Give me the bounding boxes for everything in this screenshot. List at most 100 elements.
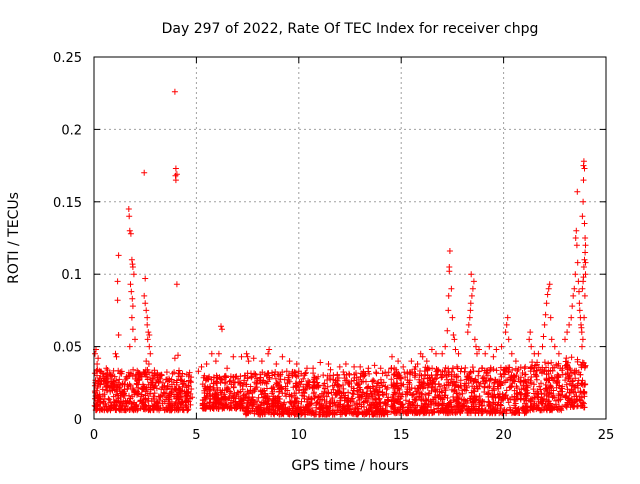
data-point xyxy=(555,373,562,380)
data-point xyxy=(422,371,429,378)
data-point xyxy=(144,336,151,343)
data-point xyxy=(107,388,114,395)
data-point xyxy=(437,395,444,402)
data-point xyxy=(465,321,472,328)
data-point xyxy=(186,369,193,376)
data-point xyxy=(538,390,545,397)
data-point xyxy=(389,353,395,360)
data-point xyxy=(474,350,480,357)
data-point xyxy=(470,378,477,385)
data-point xyxy=(358,392,365,398)
data-point xyxy=(473,406,480,413)
data-point xyxy=(533,372,540,379)
data-point xyxy=(168,386,174,392)
data-point xyxy=(215,392,222,399)
data-point xyxy=(112,350,119,357)
data-point xyxy=(562,371,569,378)
data-point xyxy=(507,383,514,390)
data-point xyxy=(183,395,190,402)
data-point xyxy=(264,401,271,408)
data-point xyxy=(522,371,529,378)
data-point xyxy=(576,307,583,314)
data-point xyxy=(114,278,121,285)
data-point xyxy=(249,407,256,414)
data-point xyxy=(243,411,249,418)
data-point xyxy=(548,336,555,343)
data-point xyxy=(503,387,510,394)
data-point xyxy=(542,381,549,388)
data-point xyxy=(497,401,504,408)
data-point xyxy=(443,404,449,411)
data-point xyxy=(349,395,356,402)
data-point xyxy=(554,379,561,386)
data-point xyxy=(571,367,578,374)
data-point xyxy=(242,372,249,379)
data-point xyxy=(373,388,380,395)
data-point xyxy=(317,359,324,366)
data-point xyxy=(541,359,548,366)
data-point xyxy=(498,397,505,404)
data-point xyxy=(128,256,135,263)
data-point xyxy=(291,411,298,418)
data-point xyxy=(396,386,403,393)
data-point xyxy=(414,361,421,367)
data-point xyxy=(232,401,239,408)
data-point xyxy=(257,379,264,386)
data-point xyxy=(580,177,587,184)
data-point xyxy=(517,390,524,397)
data-point xyxy=(453,374,460,381)
data-point xyxy=(431,400,438,407)
x-tick-label: 10 xyxy=(291,428,308,443)
data-point xyxy=(173,171,180,178)
data-point xyxy=(217,387,224,393)
data-point xyxy=(518,386,525,393)
data-point xyxy=(456,408,463,415)
data-point xyxy=(377,405,384,412)
data-point xyxy=(211,395,218,402)
data-point xyxy=(486,399,493,406)
data-point xyxy=(579,213,586,220)
data-point xyxy=(338,394,345,401)
data-point xyxy=(551,343,558,350)
data-point xyxy=(163,369,170,376)
data-point xyxy=(335,381,341,388)
data-point xyxy=(351,371,358,378)
data-point xyxy=(146,343,153,350)
data-point xyxy=(528,343,535,350)
data-point xyxy=(572,375,579,382)
data-point xyxy=(280,411,287,418)
data-point xyxy=(388,376,395,383)
data-point xyxy=(468,271,475,278)
data-point xyxy=(126,213,133,220)
data-point xyxy=(250,355,257,362)
data-point xyxy=(355,394,362,401)
data-point xyxy=(432,381,439,388)
data-point xyxy=(428,402,435,408)
data-point xyxy=(290,403,297,410)
data-point xyxy=(454,394,461,401)
data-point xyxy=(125,206,132,212)
data-point xyxy=(468,375,475,382)
data-point xyxy=(497,381,503,388)
data-point xyxy=(486,390,492,396)
data-point xyxy=(137,372,144,379)
data-point xyxy=(490,353,497,360)
data-point xyxy=(177,376,184,383)
data-point xyxy=(228,390,234,397)
data-point xyxy=(188,374,195,381)
data-point xyxy=(404,370,411,377)
data-point xyxy=(129,326,136,333)
data-point xyxy=(389,394,396,401)
data-point xyxy=(319,405,326,412)
data-point xyxy=(273,361,280,367)
data-point xyxy=(230,353,237,360)
data-point xyxy=(223,396,230,403)
data-point xyxy=(549,407,556,414)
data-point xyxy=(442,387,449,394)
data-point xyxy=(153,385,160,392)
data-point xyxy=(582,249,589,256)
data-point xyxy=(222,379,229,386)
data-point xyxy=(99,386,106,393)
data-point xyxy=(417,396,424,403)
data-point xyxy=(517,378,524,385)
